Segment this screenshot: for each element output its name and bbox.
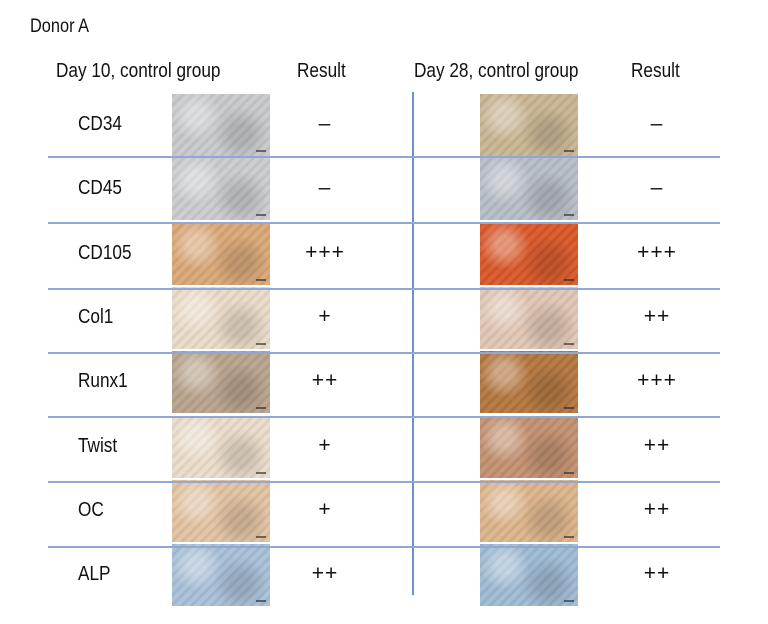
micrograph-day10-alp-scale-bar [256, 600, 266, 603]
micrograph-day28-cd45-scale-bar [564, 214, 574, 217]
result-day28-twist: ++ [643, 433, 671, 457]
micrograph-day28-col1 [480, 286, 578, 349]
row-label-twist: Twist [78, 434, 118, 457]
row-separator [48, 416, 720, 418]
micrograph-day28-cd34 [480, 94, 578, 156]
micrograph-day28-col1-scale-bar [564, 342, 574, 345]
micrograph-day28-alp [480, 544, 578, 607]
row-label-cd34: CD34 [78, 113, 122, 135]
micrograph-day28-oc [480, 479, 578, 542]
header-result-right: Result [631, 60, 680, 82]
micrograph-day10-cd45 [172, 158, 270, 221]
result-day10-oc: + [318, 497, 332, 521]
micrograph-day28-cd45 [480, 158, 578, 221]
result-day10-col1: + [318, 304, 332, 328]
row-label-oc: OC [78, 498, 104, 521]
micrograph-day10-cd45-scale-bar [256, 214, 266, 217]
micrograph-day28-oc-scale-bar [564, 535, 574, 538]
micrograph-day28-cd34-scale-bar [564, 150, 574, 152]
result-day28-cd105: +++ [637, 240, 677, 264]
micrograph-day28-twist [480, 415, 578, 478]
micrograph-day28-cd105 [480, 222, 578, 285]
row-label-cd45: CD45 [78, 177, 122, 200]
micrograph-day10-runx1 [172, 351, 270, 414]
micrograph-day10-col1-scale-bar [256, 342, 266, 345]
result-day10-twist: + [318, 433, 332, 457]
result-day10-cd105: +++ [305, 240, 345, 264]
row-separator [48, 546, 720, 548]
micrograph-day28-alp-scale-bar [564, 600, 574, 603]
micrograph-day10-runx1-scale-bar [256, 407, 266, 410]
result-day28-oc: ++ [643, 497, 671, 521]
row-separator [48, 288, 720, 290]
micrograph-day10-cd105 [172, 222, 270, 285]
micrograph-day10-cd34 [172, 94, 270, 156]
row-label-cd105: CD105 [78, 241, 132, 264]
row-separator [48, 481, 720, 483]
result-day28-cd34: – [650, 112, 664, 135]
header-day28: Day 28, control group [414, 60, 579, 82]
donor-label: Donor A [30, 16, 90, 37]
header-day10: Day 10, control group [56, 60, 221, 82]
micrograph-day10-cd34-scale-bar [256, 150, 266, 152]
micrograph-day10-col1 [172, 286, 270, 349]
column-divider [412, 92, 414, 595]
row-label-alp: ALP [78, 563, 111, 586]
micrograph-day28-cd105-scale-bar [564, 278, 574, 281]
result-day28-alp: ++ [643, 562, 671, 586]
micrograph-day28-twist-scale-bar [564, 471, 574, 474]
micrograph-day28-runx1 [480, 351, 578, 414]
row-label-col1: Col1 [78, 305, 114, 328]
row-label-runx1: Runx1 [78, 370, 128, 393]
micrograph-day10-alp [172, 544, 270, 607]
micrograph-day10-cd105-scale-bar [256, 278, 266, 281]
result-day28-runx1: +++ [637, 369, 677, 393]
row-separator [48, 352, 720, 354]
micrograph-day10-twist [172, 415, 270, 478]
micrograph-day10-twist-scale-bar [256, 471, 266, 474]
row-separator [48, 222, 720, 224]
row-separator [48, 156, 720, 158]
result-day10-runx1: ++ [311, 369, 339, 393]
result-day10-cd34: – [318, 112, 332, 135]
micrograph-day28-runx1-scale-bar [564, 407, 574, 410]
result-day10-alp: ++ [311, 562, 339, 586]
header-result-left: Result [297, 60, 346, 82]
result-day28-col1: ++ [643, 304, 671, 328]
result-day10-cd45: – [318, 176, 332, 200]
result-day28-cd45: – [650, 176, 664, 200]
micrograph-day10-oc [172, 479, 270, 542]
micrograph-day10-oc-scale-bar [256, 535, 266, 538]
